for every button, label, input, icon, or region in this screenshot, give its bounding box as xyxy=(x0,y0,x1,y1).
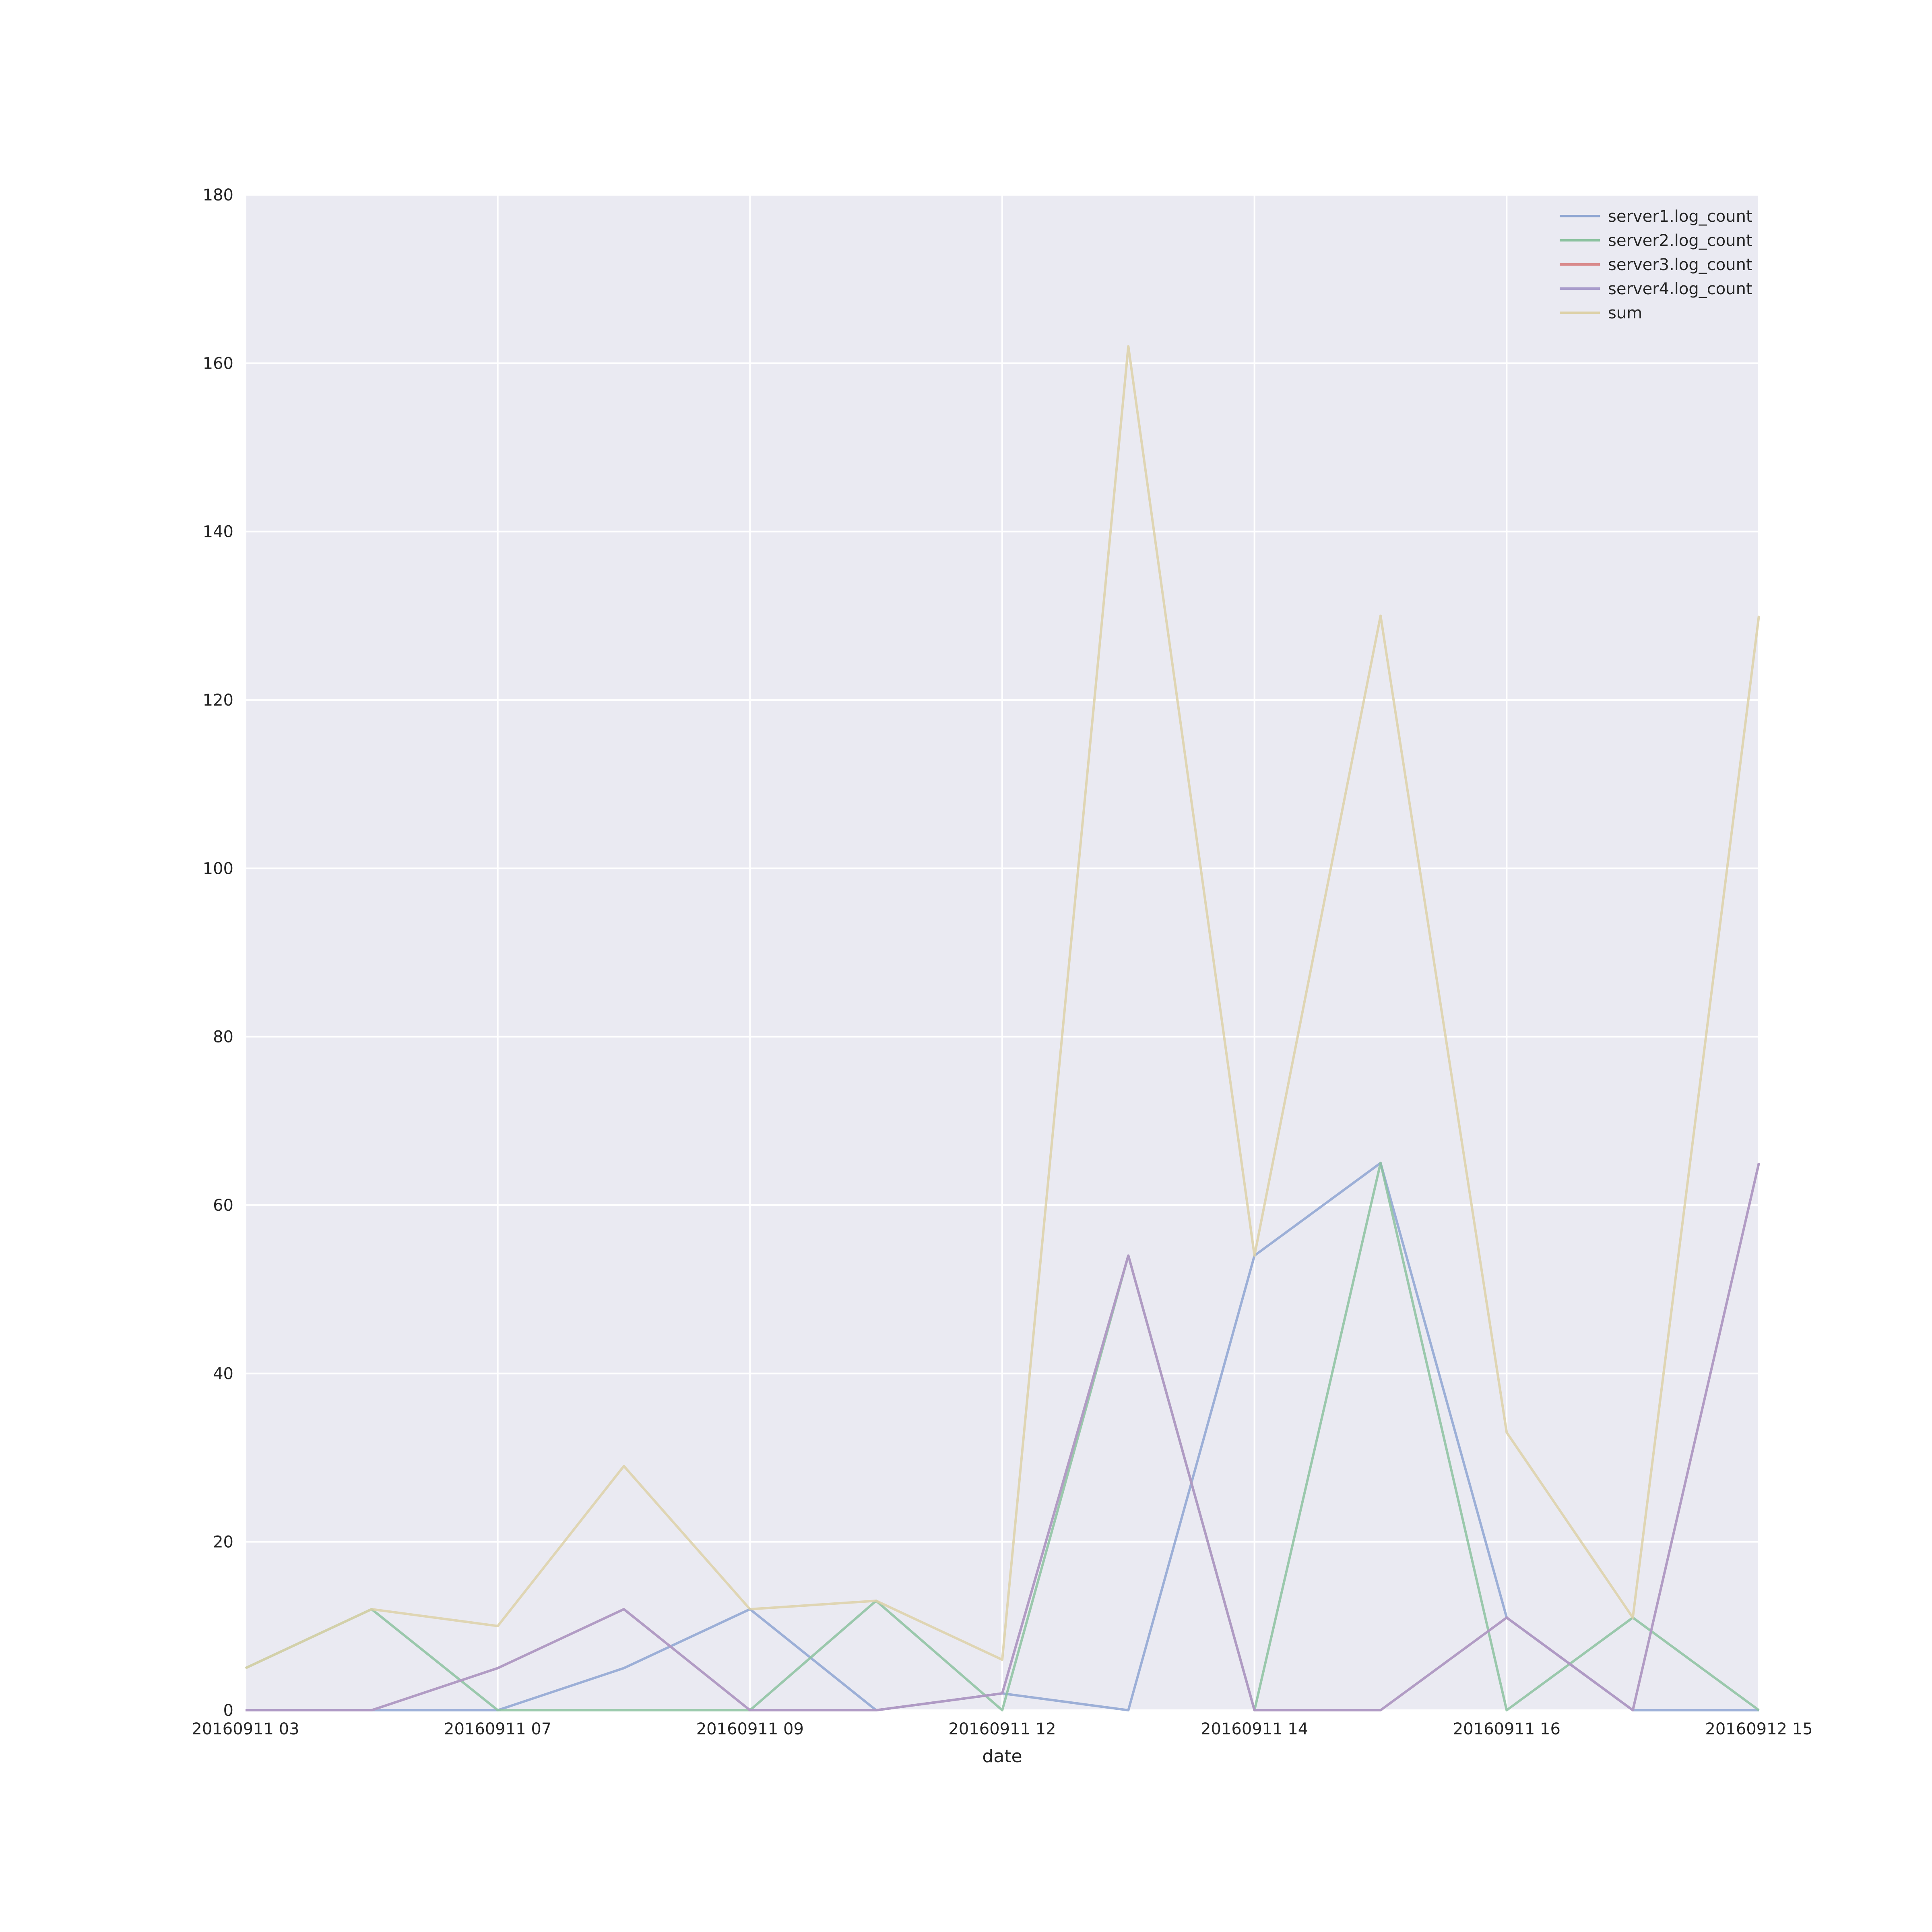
y-tick-label: 60 xyxy=(213,1196,233,1215)
y-tick-label: 180 xyxy=(203,186,233,204)
y-tick-label: 140 xyxy=(203,523,233,541)
legend-label: server4.log_count xyxy=(1608,280,1752,298)
legend-label: sum xyxy=(1608,304,1642,322)
y-tick-label: 80 xyxy=(213,1028,233,1046)
y-tick-label: 100 xyxy=(203,859,233,878)
y-tick-label: 160 xyxy=(203,354,233,373)
legend-label: server1.log_count xyxy=(1608,207,1752,226)
y-tick-label: 40 xyxy=(213,1364,233,1383)
series-line-server2-log-count xyxy=(245,1162,1760,1711)
y-tick-label: 120 xyxy=(203,691,233,710)
x-tick-label: 20160911 07 xyxy=(444,1720,551,1738)
y-tick-label: 0 xyxy=(223,1701,233,1720)
x-tick-label: 20160911 03 xyxy=(192,1720,299,1738)
x-tick-label: 20160911 16 xyxy=(1453,1720,1560,1738)
series-line-sum xyxy=(245,345,1760,1670)
x-tick-label: 20160912 15 xyxy=(1705,1720,1812,1738)
legend-label: server2.log_count xyxy=(1608,231,1752,250)
x-axis-ticks: 20160911 03 20160911 07 20160911 09 2016091… xyxy=(192,1720,1812,1738)
series-lines xyxy=(245,345,1760,1711)
legend-label: server3.log_count xyxy=(1608,256,1752,274)
x-tick-label: 20160911 14 xyxy=(1201,1720,1308,1738)
legend: server1.log_count server2.log_countserver… xyxy=(1560,207,1752,322)
x-tick-label: 20160911 12 xyxy=(948,1720,1056,1738)
x-tick-label: 20160911 09 xyxy=(696,1720,804,1738)
series-line-server4-log-count xyxy=(246,1162,1760,1711)
y-tick-label: 20 xyxy=(213,1533,233,1552)
grid-lines xyxy=(245,194,1760,1711)
y-axis-ticks: 0 20 40 60 80 100 120 140 160 180 xyxy=(203,186,233,1720)
x-axis-label: date xyxy=(982,1746,1022,1767)
